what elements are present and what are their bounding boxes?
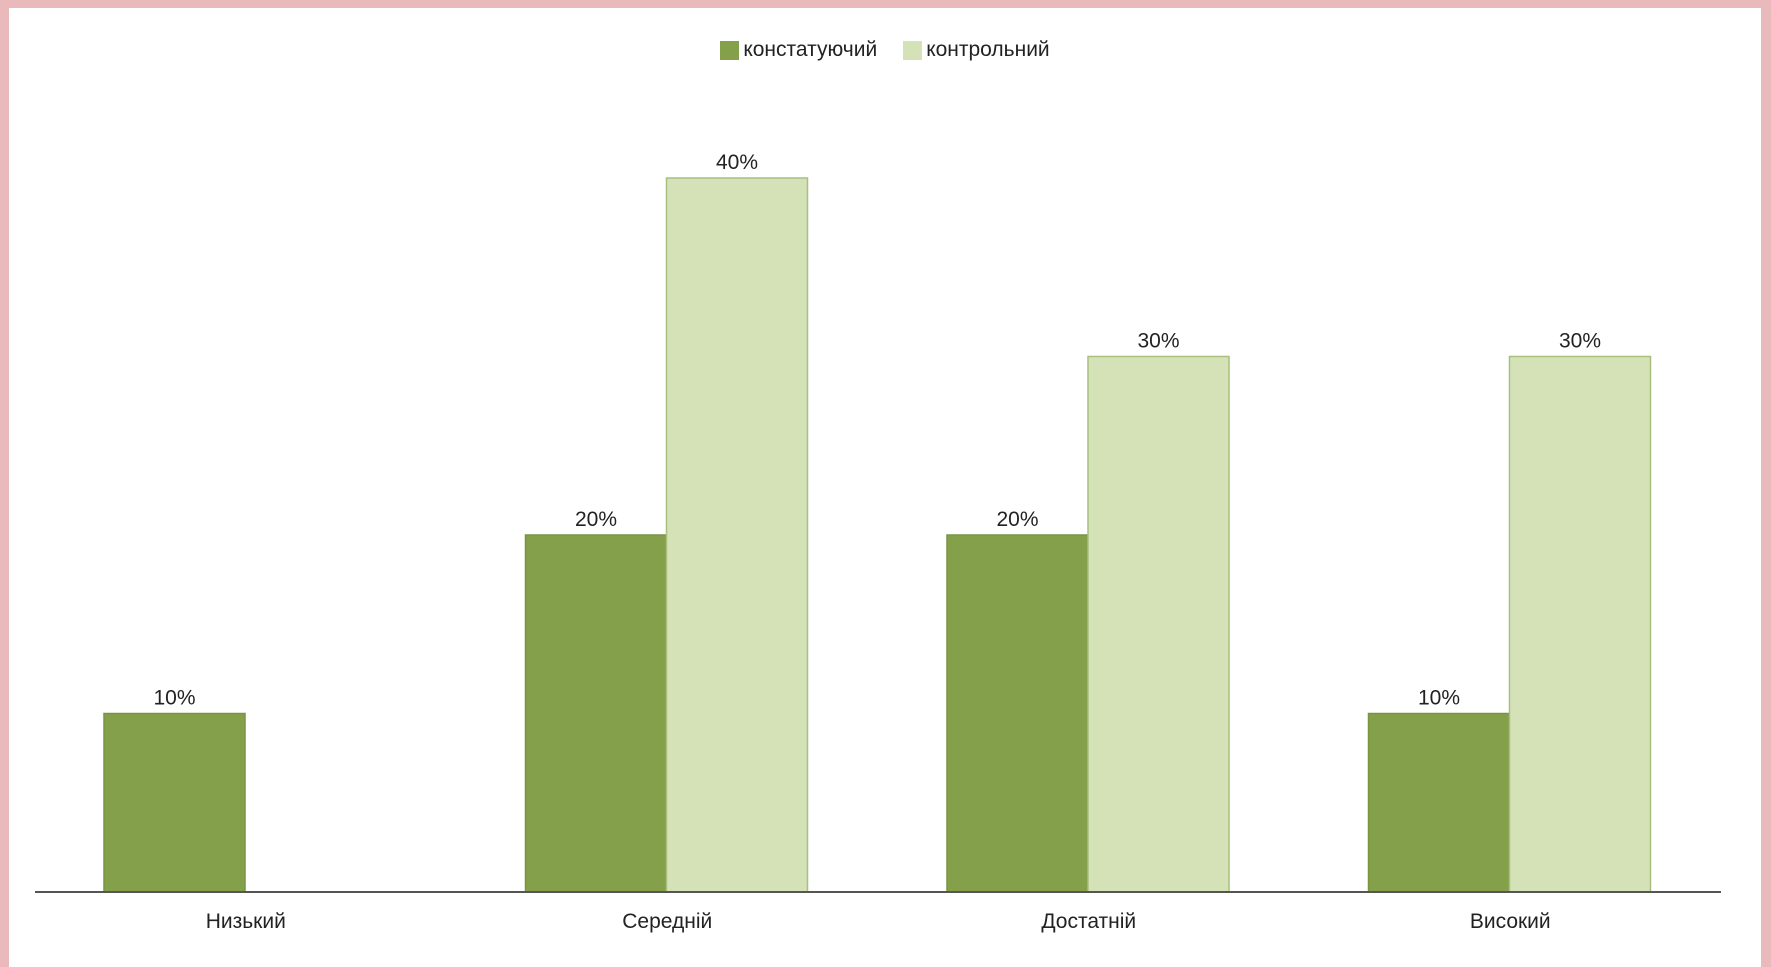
- legend-label-kontrolnyi: контрольний: [926, 38, 1050, 61]
- data-label-kontrolnyi-1: 40%: [716, 151, 758, 174]
- category-label-3: Високий: [1470, 910, 1551, 933]
- data-label-kontrolnyi-2: 30%: [1137, 330, 1179, 353]
- bar-kontrolnyi-3: [1508, 355, 1652, 893]
- legend-swatch-kontrolnyi: [903, 40, 923, 60]
- legend: констатуючий контрольний: [9, 38, 1761, 62]
- bar-konstatuiuchyi-3: [1367, 712, 1511, 893]
- data-label-konstatuiuchyi-3: 10%: [1418, 687, 1460, 710]
- legend-label-konstatuiuchyi: констатуючий: [743, 38, 878, 61]
- category-label-1: Середній: [622, 910, 712, 933]
- legend-item-konstatuiuchyi: констатуючий: [720, 38, 877, 62]
- data-label-konstatuiuchyi-1: 20%: [575, 508, 617, 531]
- category-label-2: Достатній: [1041, 910, 1136, 933]
- bar-konstatuiuchyi-2: [946, 534, 1089, 893]
- data-label-konstatuiuchyi-2: 20%: [996, 508, 1038, 531]
- legend-swatch-konstatuiuchyi: [720, 40, 740, 60]
- bar-konstatuiuchyi-1: [524, 534, 668, 893]
- category-label-0: Низький: [206, 910, 286, 933]
- bar-chart: 10% Низький 20% 40% Середній 20% 30% Достатній 1…: [35, 151, 1721, 933]
- data-label-kontrolnyi-3: 30%: [1559, 330, 1601, 353]
- bar-konstatuiuchyi-0: [103, 712, 246, 893]
- legend-item-kontrolnyi: контрольний: [903, 38, 1050, 62]
- bar-kontrolnyi-2: [1087, 355, 1230, 893]
- data-label-konstatuiuchyi-0: 10%: [153, 687, 195, 710]
- bar-kontrolnyi-1: [665, 177, 809, 893]
- chart-area: констатуючий контрольний 10% Низький 20% 40…: [9, 8, 1761, 967]
